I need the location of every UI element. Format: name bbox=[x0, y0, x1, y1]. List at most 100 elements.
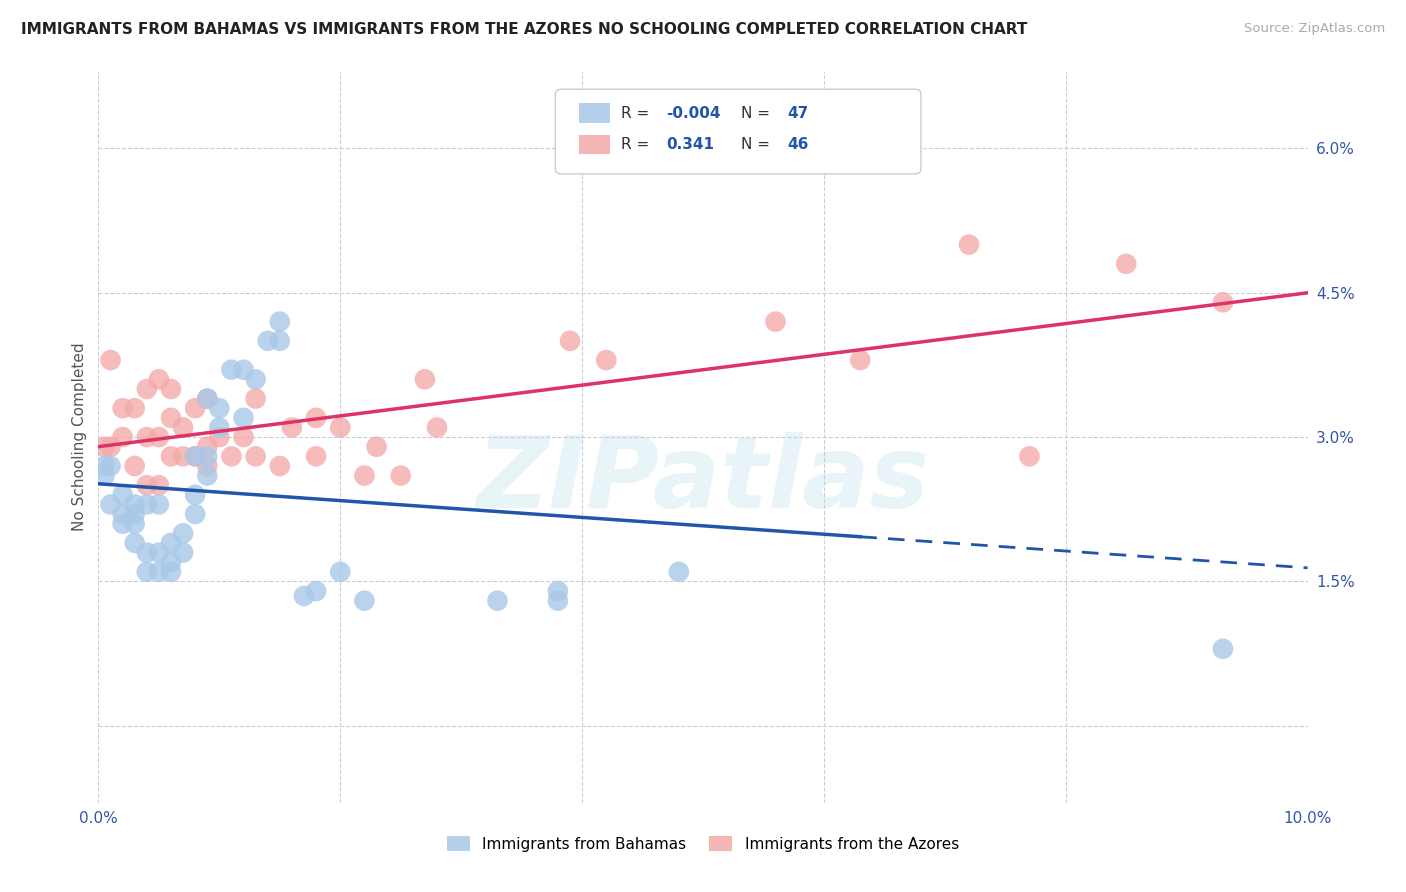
Point bbox=[172, 545, 194, 559]
Point bbox=[160, 382, 183, 396]
Point bbox=[329, 420, 352, 434]
Point bbox=[100, 458, 122, 473]
Text: N =: N = bbox=[741, 137, 775, 152]
Point bbox=[269, 315, 291, 329]
Point bbox=[221, 450, 243, 464]
Text: 0.341: 0.341 bbox=[666, 137, 714, 152]
Point bbox=[329, 565, 352, 579]
Text: 46: 46 bbox=[787, 137, 808, 152]
Point bbox=[232, 410, 254, 425]
Point bbox=[957, 237, 980, 252]
Legend: Immigrants from Bahamas, Immigrants from the Azores: Immigrants from Bahamas, Immigrants from… bbox=[441, 830, 965, 858]
Point bbox=[208, 401, 231, 416]
Point bbox=[221, 362, 243, 376]
Point bbox=[195, 458, 218, 473]
Point bbox=[353, 593, 375, 607]
Y-axis label: No Schooling Completed: No Schooling Completed bbox=[72, 343, 87, 532]
Text: R =: R = bbox=[621, 137, 655, 152]
Point bbox=[208, 420, 231, 434]
Point bbox=[93, 440, 115, 454]
Point bbox=[184, 507, 207, 521]
Text: IMMIGRANTS FROM BAHAMAS VS IMMIGRANTS FROM THE AZORES NO SCHOOLING COMPLETED COR: IMMIGRANTS FROM BAHAMAS VS IMMIGRANTS FR… bbox=[21, 22, 1028, 37]
Point bbox=[135, 498, 157, 512]
Point bbox=[558, 334, 581, 348]
Point bbox=[281, 420, 304, 434]
Text: Source: ZipAtlas.com: Source: ZipAtlas.com bbox=[1244, 22, 1385, 36]
Point bbox=[124, 536, 146, 550]
Point bbox=[172, 526, 194, 541]
Point bbox=[353, 468, 375, 483]
Point bbox=[148, 565, 170, 579]
Text: R =: R = bbox=[621, 106, 655, 120]
Point bbox=[486, 593, 509, 607]
Text: N =: N = bbox=[741, 106, 775, 120]
Point bbox=[232, 430, 254, 444]
Point bbox=[195, 440, 218, 454]
Point bbox=[100, 353, 122, 368]
Point bbox=[172, 420, 194, 434]
Point bbox=[148, 545, 170, 559]
Point bbox=[148, 430, 170, 444]
Point bbox=[111, 516, 134, 531]
Point bbox=[124, 498, 146, 512]
Point bbox=[849, 353, 872, 368]
Point bbox=[148, 372, 170, 386]
Point bbox=[245, 372, 267, 386]
Point bbox=[100, 498, 122, 512]
Point bbox=[135, 430, 157, 444]
Point bbox=[305, 450, 328, 464]
Point bbox=[172, 450, 194, 464]
Point bbox=[124, 516, 146, 531]
Point bbox=[245, 392, 267, 406]
Point bbox=[160, 410, 183, 425]
Point bbox=[305, 584, 328, 599]
Point bbox=[232, 362, 254, 376]
Point bbox=[135, 545, 157, 559]
Point bbox=[184, 450, 207, 464]
Text: -0.004: -0.004 bbox=[666, 106, 721, 120]
Point bbox=[245, 450, 267, 464]
Point bbox=[184, 488, 207, 502]
Point bbox=[160, 565, 183, 579]
Point bbox=[111, 401, 134, 416]
Point bbox=[124, 507, 146, 521]
Point bbox=[1212, 641, 1234, 656]
Point bbox=[124, 401, 146, 416]
Point bbox=[547, 584, 569, 599]
Point bbox=[160, 450, 183, 464]
Text: 47: 47 bbox=[787, 106, 808, 120]
Point bbox=[1212, 295, 1234, 310]
Point bbox=[1018, 450, 1040, 464]
Point bbox=[547, 593, 569, 607]
Point bbox=[160, 555, 183, 569]
Point bbox=[765, 315, 787, 329]
Point bbox=[366, 440, 388, 454]
Point bbox=[305, 410, 328, 425]
Point bbox=[426, 420, 449, 434]
Point bbox=[195, 468, 218, 483]
Point bbox=[269, 334, 291, 348]
Point bbox=[195, 450, 218, 464]
Point bbox=[148, 478, 170, 492]
Point bbox=[148, 498, 170, 512]
Point bbox=[184, 401, 207, 416]
Point bbox=[195, 392, 218, 406]
Point bbox=[100, 440, 122, 454]
Point bbox=[292, 589, 315, 603]
Point bbox=[135, 382, 157, 396]
Point bbox=[668, 565, 690, 579]
Point bbox=[111, 507, 134, 521]
Point bbox=[413, 372, 436, 386]
Point bbox=[111, 430, 134, 444]
Point bbox=[208, 430, 231, 444]
Point bbox=[389, 468, 412, 483]
Point bbox=[111, 488, 134, 502]
Point bbox=[595, 353, 617, 368]
Point bbox=[1115, 257, 1137, 271]
Point bbox=[195, 392, 218, 406]
Point bbox=[93, 458, 115, 473]
Text: ZIPatlas: ZIPatlas bbox=[477, 433, 929, 530]
Point bbox=[256, 334, 278, 348]
Point bbox=[93, 468, 115, 483]
Point bbox=[184, 450, 207, 464]
